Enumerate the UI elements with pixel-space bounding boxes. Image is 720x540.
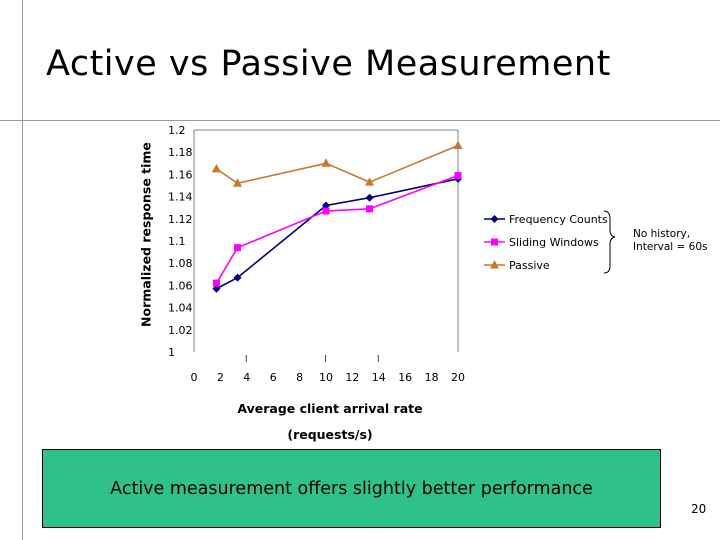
y-tick-label: 1.14 — [168, 191, 193, 204]
x-tick-label: 16 — [398, 371, 412, 384]
x-tick-label: 18 — [425, 371, 439, 384]
y-tick-label: 1 — [168, 346, 175, 359]
series-line-passive — [215, 144, 459, 185]
legend-label-passive: Passive — [509, 259, 550, 272]
slide-title: Active vs Passive Measurement — [46, 44, 611, 84]
x-tick-label: 20 — [451, 371, 465, 384]
y-tick-label: 1.1 — [168, 235, 186, 248]
data-point-sliding-windows — [366, 205, 374, 213]
y-tick-label: 1.02 — [168, 324, 193, 337]
legend-brace — [603, 210, 616, 274]
y-tick-label: 1.12 — [168, 213, 193, 226]
legend-label-frequency-counts: Frequency Counts — [509, 213, 608, 226]
legend-marker-passive — [490, 260, 499, 269]
x-tick-label: 12 — [345, 371, 359, 384]
y-tick-label: 1.06 — [168, 279, 193, 292]
x-tick-label: 8 — [296, 371, 303, 384]
data-point-frequency-counts — [365, 193, 374, 202]
legend-marker-frequency-counts — [490, 215, 499, 223]
data-point-passive — [233, 178, 243, 187]
callout-box: Active measurement offers slightly bette… — [42, 449, 661, 528]
x-tick-label: 10 — [319, 371, 333, 384]
x-tick-label: 4 — [243, 371, 250, 384]
data-point-sliding-windows — [454, 172, 462, 180]
x-tick-label: 14 — [372, 371, 386, 384]
data-point-sliding-windows — [212, 279, 220, 287]
y-tick-label: 1.08 — [168, 257, 193, 270]
data-point-frequency-counts — [233, 273, 242, 282]
y-tick-label: 1.04 — [168, 302, 193, 315]
y-tick-label: 1.2 — [168, 124, 186, 137]
x-tick-label: 6 — [270, 371, 277, 384]
slide-left-rule — [22, 0, 23, 540]
y-axis-label: Normalized response time — [138, 142, 154, 327]
legend-label-sliding-windows: Sliding Windows — [509, 236, 599, 249]
data-point-passive — [321, 158, 331, 167]
data-point-frequency-counts — [212, 284, 221, 293]
data-point-passive — [211, 163, 221, 173]
data-point-passive — [453, 140, 463, 150]
slide-title-rule — [0, 120, 720, 121]
annotation-line1: No history, — [633, 228, 691, 240]
data-point-sliding-windows — [322, 207, 330, 215]
callout-text: Active measurement offers slightly bette… — [110, 479, 593, 499]
page-number: 20 — [691, 502, 707, 516]
series-line-sliding-windows — [215, 174, 459, 284]
data-point-sliding-windows — [234, 244, 242, 252]
x-axis-label-line2: (requests/s) — [287, 427, 373, 442]
x-tick-label: 0 — [191, 371, 198, 384]
series-line-frequency-counts — [216, 178, 459, 290]
data-point-frequency-counts — [322, 201, 330, 210]
annotation-line2: Interval = 60s — [633, 241, 708, 253]
x-tick-label: 2 — [217, 371, 224, 384]
data-point-passive — [365, 177, 375, 186]
legend-annotation: No history, Interval = 60s — [633, 228, 708, 254]
y-tick-label: 1.18 — [168, 146, 193, 159]
legend-marker-sliding-windows — [491, 238, 498, 246]
y-tick-label: 1.16 — [168, 168, 193, 181]
x-axis-label-line1: Average client arrival rate — [237, 401, 423, 416]
